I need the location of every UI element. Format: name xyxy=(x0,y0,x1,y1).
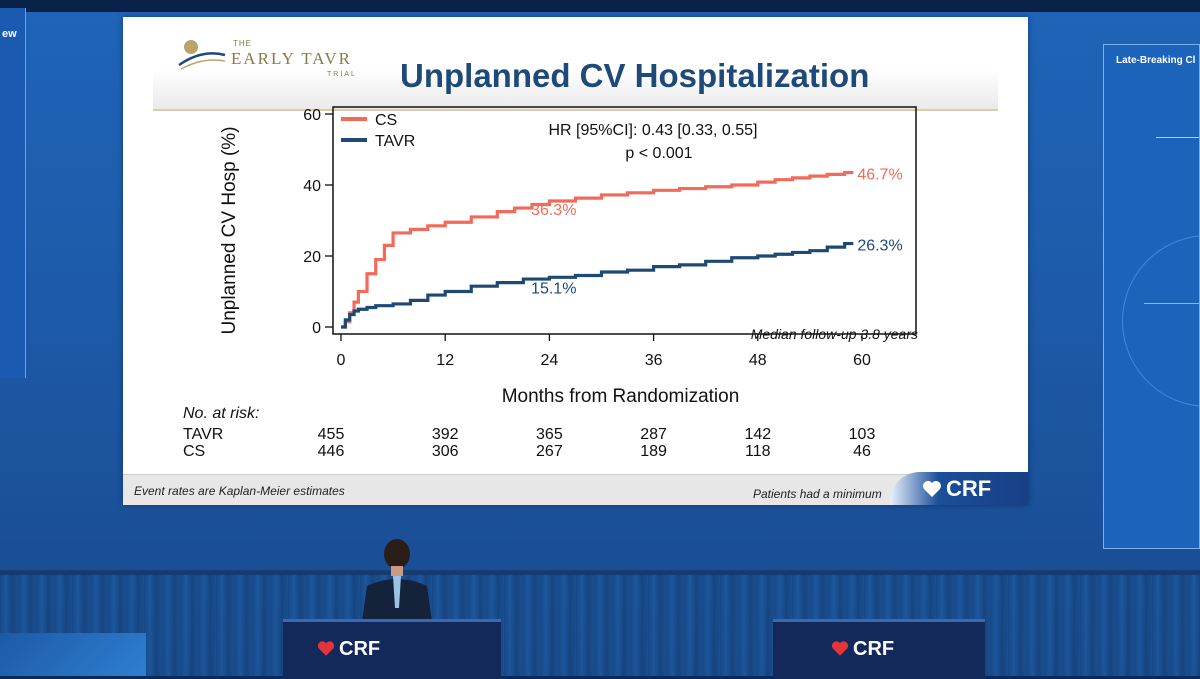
trial-logo: THE EARLY TAVR TRIAL xyxy=(177,35,377,85)
mid-label-tavr: 15.1% xyxy=(531,280,576,297)
end-label-cs: 46.7% xyxy=(857,167,902,184)
hr-annotation: HR [95%CI]: 0.43 [0.33, 0.55] xyxy=(548,122,757,139)
left-side-panel: ew xyxy=(0,8,26,378)
speaker-figure xyxy=(361,539,433,628)
crf-logo-slide: CRF xyxy=(890,472,1028,505)
podium-heart-icon-right xyxy=(831,641,849,656)
y-axis-label: Unplanned CV Hosp (%) xyxy=(219,126,240,334)
right-panel-circle xyxy=(1122,235,1199,407)
risk-value-cs-36: 189 xyxy=(640,443,667,460)
x-tick-label-36: 36 xyxy=(645,352,663,369)
risk-table-header: No. at risk: xyxy=(183,405,260,422)
legend-label-tavr: TAVR xyxy=(375,133,415,150)
x-tick-label-48: 48 xyxy=(749,352,767,369)
risk-row-label-tavr: TAVR xyxy=(183,426,224,443)
stage-curtain xyxy=(0,575,1200,676)
x-axis-label: Months from Randomization xyxy=(502,386,740,407)
x-tick-label-12: 12 xyxy=(436,352,454,369)
x-tick-label-60: 60 xyxy=(853,352,871,369)
heart-icon xyxy=(923,481,941,497)
risk-value-cs-48: 118 xyxy=(745,443,771,460)
podium-brand-right: CRF xyxy=(853,638,895,660)
risk-value-tavr-0: 455 xyxy=(317,426,345,443)
risk-value-cs-0: 446 xyxy=(317,443,345,460)
risk-row-label-cs: CS xyxy=(183,443,206,460)
risk-value-tavr-24: 365 xyxy=(536,426,563,443)
mid-label-cs: 36.3% xyxy=(531,202,576,219)
podium-brand-left: CRF xyxy=(339,638,381,660)
series-line-cs xyxy=(341,170,854,329)
footer-note-right: Patients had a minimum xyxy=(753,487,882,501)
y-tick-label-0: 0 xyxy=(312,320,321,337)
trial-logo-icon xyxy=(178,40,226,70)
right-side-panel: Late-Breaking Cl xyxy=(1103,44,1200,549)
crf-logo-text: CRF xyxy=(946,476,992,501)
slide-title: Unplanned CV Hospitalization xyxy=(400,57,870,94)
risk-value-cs-60: 46 xyxy=(853,443,871,460)
y-tick-label-20: 20 xyxy=(303,249,321,266)
right-panel-label: Late-Breaking Cl xyxy=(1116,55,1196,66)
left-stage-screen xyxy=(0,633,146,676)
end-label-tavr: 26.3% xyxy=(857,238,902,255)
podium-heart-icon-left xyxy=(317,641,335,656)
risk-value-cs-12: 306 xyxy=(431,443,459,460)
slide-footer xyxy=(123,474,1028,505)
footer-note-left: Event rates are Kaplan-Meier estimates xyxy=(134,484,345,498)
presentation-slide: THE EARLY TAVR TRIAL Unplanned CV Hospit… xyxy=(123,17,1028,505)
risk-value-cs-24: 267 xyxy=(536,443,563,460)
risk-value-tavr-12: 392 xyxy=(431,426,459,443)
logo-line-2: EARLY TAVR xyxy=(231,49,352,68)
plot-frame xyxy=(332,106,917,335)
logo-line-3: TRIAL xyxy=(327,71,357,78)
risk-value-tavr-48: 142 xyxy=(744,426,772,443)
risk-value-tavr-60: 103 xyxy=(848,426,876,443)
legend-label-cs: CS xyxy=(375,112,397,129)
followup-annotation: Median follow-up 3.8 years xyxy=(751,326,918,342)
x-tick-label-0: 0 xyxy=(337,352,346,369)
series-line-tavr xyxy=(341,241,854,329)
y-tick-label-60: 60 xyxy=(303,107,321,124)
slide-header: THE EARLY TAVR TRIAL Unplanned CV Hospit… xyxy=(153,21,998,111)
right-panel-accent-line xyxy=(1144,303,1199,304)
ceiling-band xyxy=(0,0,1200,12)
x-tick-label-24: 24 xyxy=(541,352,559,369)
right-panel-line xyxy=(1156,137,1199,138)
logo-line-1: THE xyxy=(233,39,252,48)
left-panel-label: ew xyxy=(2,28,17,40)
risk-value-tavr-36: 287 xyxy=(640,426,667,443)
p-value-annotation: p < 0.001 xyxy=(625,145,692,162)
km-chart: 0 20 40 60 0 12 24 36 48 60 Months from Randomizat… xyxy=(219,106,918,407)
y-tick-label-40: 40 xyxy=(303,178,321,195)
projection-screen: ew Late-Breaking Cl THE EARLY TAVR TRIAL… xyxy=(0,0,1200,570)
podium-left: CRF xyxy=(283,619,501,679)
podium-right: CRF xyxy=(773,619,985,679)
